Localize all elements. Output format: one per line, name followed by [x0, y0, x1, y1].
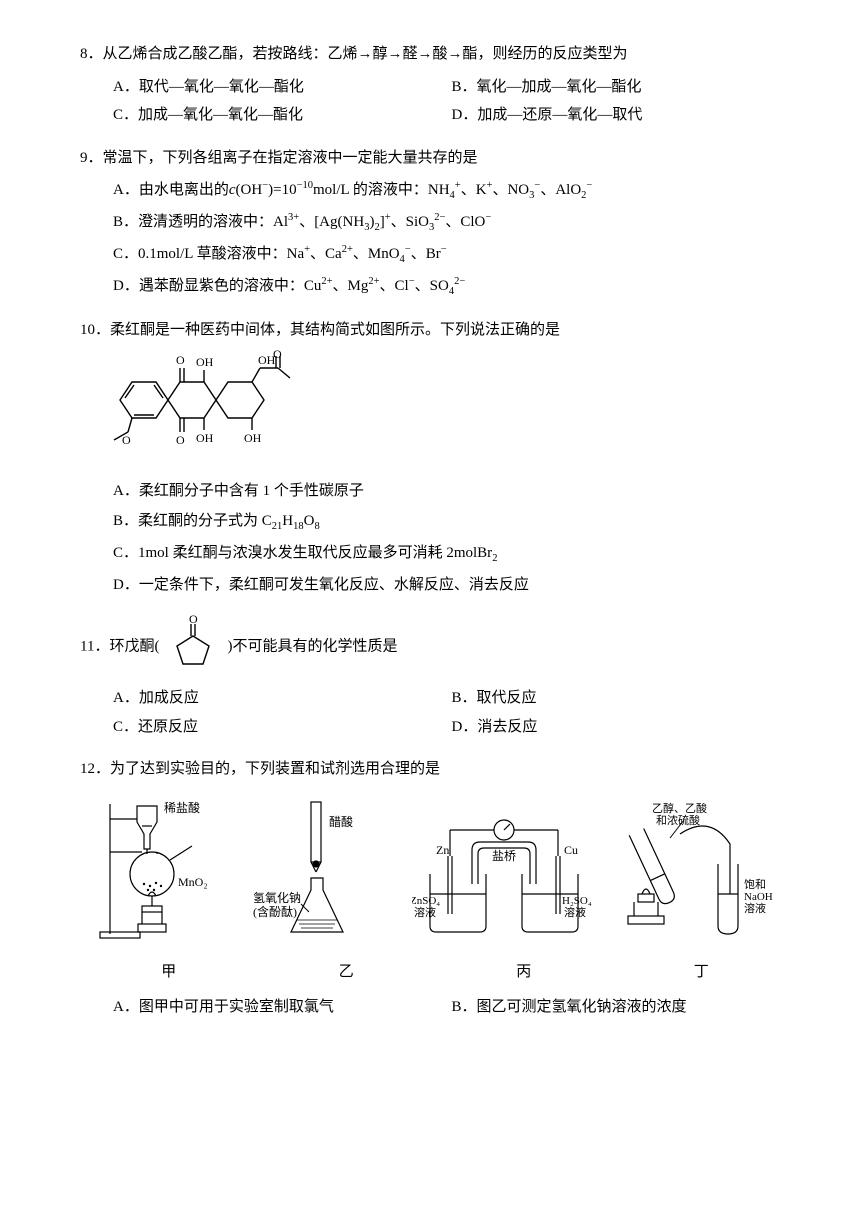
apparatus-row: 稀盐酸 MnO₂	[90, 794, 790, 955]
q10-opt-d: D．一定条件下，柔红酮可发生氧化反应、水解反应、消去反应	[113, 571, 790, 600]
apparatus-ding: 乙醇、乙酸和浓硫酸 饱和NaOH溶液	[610, 794, 790, 955]
q10-opt-a: A．柔红酮分子中含有 1 个手性碳原子	[113, 477, 790, 506]
q9-number: 9．	[80, 150, 103, 166]
q11-suffix: )不可能具有的化学性质是	[227, 638, 397, 654]
apparatus-yi: 醋酸 氢氧化钠 (含酚酞)	[251, 794, 404, 955]
q12-number: 12．	[80, 761, 110, 777]
oh4-label: OH	[258, 353, 276, 367]
question-8: 8．从乙烯合成乙酸乙酯，若按路线：乙烯→醇→醛→酸→酯，则经历的反应类型为 A．…	[80, 40, 790, 130]
label-jia: 甲	[80, 958, 258, 987]
bridge-label: 盐桥	[492, 849, 516, 863]
label-ding: 丁	[613, 958, 791, 987]
q8-opt-c: C．加成—氧化—氧化—酯化	[113, 101, 452, 130]
hcl-label: 稀盐酸	[164, 800, 200, 815]
q11-options: A．加成反应 B．取代反应 C．还原反应 D．消去反应	[80, 684, 790, 741]
h2so4-label: H₂SO₄溶液	[562, 895, 592, 919]
question-10-text: 10．柔红酮是一种医药中间体，其结构简式如图所示。下列说法正确的是	[80, 316, 790, 345]
q12-options: A．图甲中可用于实验室制取氯气 B．图乙可测定氢氧化钠溶液的浓度	[80, 993, 790, 1022]
mix-label: 乙醇、乙酸和浓硫酸	[652, 801, 707, 827]
q12-opt-b: B．图乙可测定氢氧化钠溶液的浓度	[452, 993, 791, 1022]
q10-number: 10．	[80, 322, 110, 338]
apparatus-bing-icon: Zn Cu 盐桥 ZnSO₄溶液 H₂SO₄溶液	[412, 794, 602, 944]
q8-options: A．取代—氧化—氧化—酯化 B．氧化—加成—氧化—酯化 C．加成—氧化—氧化—酯…	[80, 73, 790, 130]
mno2-label: MnO₂	[178, 875, 208, 889]
q8-opt-d: D．加成—还原—氧化—取代	[452, 101, 791, 130]
q9-opt-c: C．0.1mol/L 草酸溶液中：Na+、Ca2+、MnO4−、Br−	[113, 240, 790, 270]
question-10: 10．柔红酮是一种医药中间体，其结构简式如图所示。下列说法正确的是	[80, 316, 790, 600]
apparatus-labels: 甲 乙 丙 丁	[80, 958, 790, 987]
q11-prefix: 环戊酮(	[109, 638, 159, 654]
question-11-text: 11．环戊酮( O )不可能具有的化学性质是	[80, 614, 790, 681]
apparatus-jia: 稀盐酸 MnO₂	[90, 794, 243, 955]
q8-opt-a: A．取代—氧化—氧化—酯化	[113, 73, 452, 102]
q11-number: 11．	[80, 638, 109, 654]
molecule-icon: O O O O OH OH OH OH	[100, 350, 320, 460]
q9-opt-a: A．由水电离出的c(OH−)=10−10mol/L 的溶液中：NH₄⁺、K⁺、N…	[113, 176, 790, 206]
q12-body: 为了达到实验目的，下列装置和试剂选用合理的是	[110, 761, 440, 777]
label-bing: 丙	[435, 958, 613, 987]
q10-opt-b: B．柔红酮的分子式为 C21H18O8	[113, 507, 790, 537]
q10-body: 柔红酮是一种医药中间体，其结构简式如图所示。下列说法正确的是	[110, 322, 560, 338]
o2-label: O	[176, 433, 185, 447]
apparatus-jia-icon: 稀盐酸 MnO₂	[92, 794, 242, 944]
q11-opt-c: C．还原反应	[113, 713, 452, 742]
apparatus-ding-icon: 乙醇、乙酸和浓硫酸 饱和NaOH溶液	[610, 794, 790, 944]
cuzu-label: 醋酸	[329, 814, 353, 829]
o1-label: O	[176, 353, 185, 367]
q9-a-prefix: A．由水电离出的	[113, 182, 229, 198]
q9-opt-d: D．遇苯酚显紫色的溶液中：Cu2+、Mg2+、Cl−、SO42−	[113, 272, 790, 302]
q8-opt-b: B．氧化—加成—氧化—酯化	[452, 73, 791, 102]
q9-opt-b: B．澄清透明的溶液中：Al3+、[Ag(NH3)2]+、SiO32−、ClO−	[113, 208, 790, 238]
q11-opt-d: D．消去反应	[452, 713, 791, 742]
label-yi: 乙	[258, 958, 436, 987]
znso4-label: ZnSO₄溶液	[412, 895, 440, 919]
q8-number: 8．	[80, 46, 103, 62]
oh3-label: OH	[244, 431, 262, 445]
naoh-drop-label: 氢氧化钠 (含酚酞)	[253, 890, 304, 919]
cyclopentanone-icon: O	[165, 614, 221, 681]
q10-structure: O O O O OH OH OH OH	[100, 350, 790, 471]
zn-label: Zn	[436, 843, 449, 857]
q9-body: 常温下，下列各组离子在指定溶液中一定能大量共存的是	[103, 150, 478, 166]
q11-opt-a: A．加成反应	[113, 684, 452, 713]
q10-options: A．柔红酮分子中含有 1 个手性碳原子 B．柔红酮的分子式为 C21H18O8 …	[80, 477, 790, 600]
oh2-label: OH	[196, 431, 214, 445]
q12-opt-a: A．图甲中可用于实验室制取氯气	[113, 993, 452, 1022]
question-9-text: 9．常温下，下列各组离子在指定溶液中一定能大量共存的是	[80, 144, 790, 173]
q11-opt-b: B．取代反应	[452, 684, 791, 713]
o4-label: O	[122, 433, 131, 447]
q8-body: 从乙烯合成乙酸乙酯，若按路线：乙烯→醇→醛→酸→酯，则经历的反应类型为	[103, 46, 628, 62]
question-9: 9．常温下，下列各组离子在指定溶液中一定能大量共存的是 A．由水电离出的c(OH…	[80, 144, 790, 302]
sat-naoh-label: 饱和NaOH溶液	[744, 877, 773, 915]
question-12-text: 12．为了达到实验目的，下列装置和试剂选用合理的是	[80, 755, 790, 784]
apparatus-bing: Zn Cu 盐桥 ZnSO₄溶液 H₂SO₄溶液	[412, 794, 602, 955]
question-12: 12．为了达到实验目的，下列装置和试剂选用合理的是	[80, 755, 790, 1021]
o-label: O	[189, 614, 198, 626]
apparatus-yi-icon: 醋酸 氢氧化钠 (含酚酞)	[253, 794, 403, 944]
oh1-label: OH	[196, 355, 214, 369]
cu-label: Cu	[564, 843, 578, 857]
question-8-text: 8．从乙烯合成乙酸乙酯，若按路线：乙烯→醇→醛→酸→酯，则经历的反应类型为	[80, 40, 790, 69]
q10-opt-c: C．1mol 柔红酮与浓溴水发生取代反应最多可消耗 2molBr2	[113, 539, 790, 569]
q9-options: A．由水电离出的c(OH−)=10−10mol/L 的溶液中：NH₄⁺、K⁺、N…	[80, 176, 790, 302]
question-11: 11．环戊酮( O )不可能具有的化学性质是 A．加成反应 B．取代反应 C．还…	[80, 614, 790, 742]
